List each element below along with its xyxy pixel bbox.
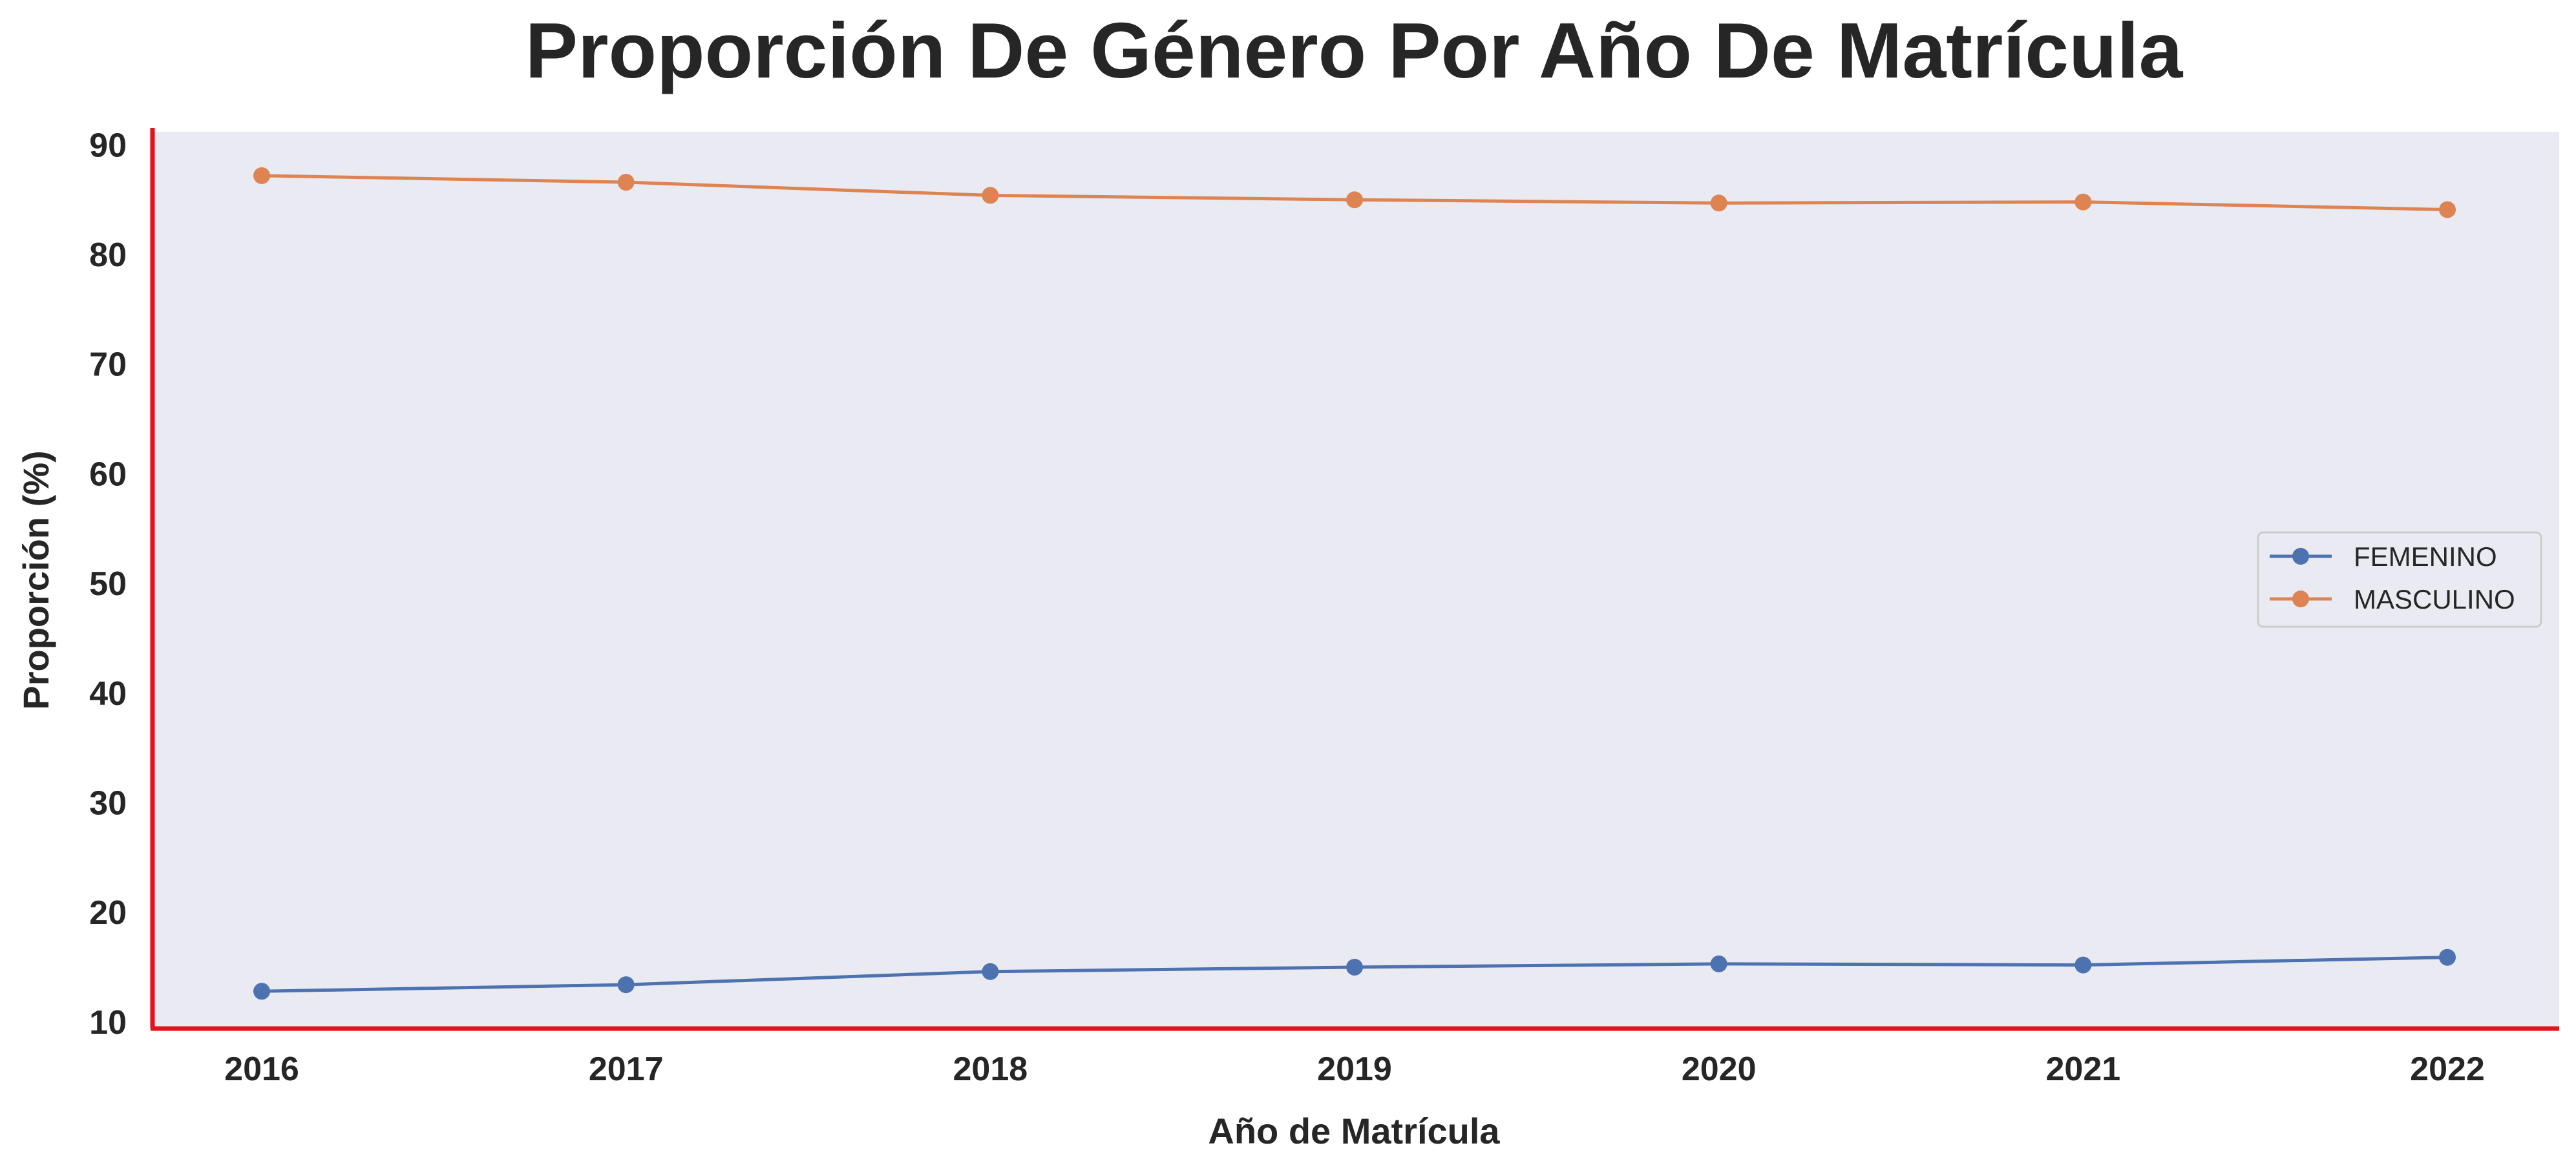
data-point — [2439, 948, 2456, 966]
x-axis-label: Año de Matrícula — [1208, 1111, 1500, 1151]
y-tick-label: 80 — [89, 236, 127, 274]
data-point — [1710, 194, 1727, 212]
data-point — [617, 976, 635, 994]
x-tick-label: 2018 — [953, 1051, 1028, 1088]
y-tick-label: 30 — [89, 784, 127, 822]
data-point — [617, 174, 635, 191]
data-point — [2075, 193, 2092, 211]
data-point — [2439, 201, 2456, 218]
chart-title: Proporción De Género Por Año De Matrícul… — [525, 6, 2184, 94]
x-tick-label: 2017 — [589, 1051, 664, 1088]
x-tick-label: 2019 — [1317, 1051, 1392, 1088]
data-point — [1710, 955, 1727, 972]
y-tick-label: 10 — [89, 1004, 127, 1041]
x-tick-label: 2016 — [224, 1051, 299, 1088]
x-tick-label: 2021 — [2045, 1051, 2120, 1088]
y-tick-label: 90 — [89, 127, 127, 164]
plot-area — [153, 132, 2559, 1029]
data-point — [2075, 956, 2092, 974]
x-tick-label: 2022 — [2410, 1051, 2485, 1088]
y-tick-label: 20 — [89, 894, 127, 932]
legend-label: FEMENINO — [2354, 541, 2497, 572]
y-axis-label: Proporción (%) — [16, 450, 56, 709]
legend: FEMENINO MASCULINO — [2257, 531, 2542, 628]
series-femenino — [253, 948, 2456, 1000]
legend-marker — [2292, 591, 2309, 607]
y-tick-label: 50 — [89, 565, 127, 603]
data-point — [253, 167, 270, 184]
y-tick-label: 40 — [89, 675, 127, 713]
data-point — [982, 963, 999, 980]
data-point — [1346, 191, 1363, 209]
legend-label: MASCULINO — [2354, 584, 2515, 614]
data-point — [1346, 958, 1363, 976]
y-tick-label: 60 — [89, 455, 127, 493]
series-masculino — [253, 167, 2456, 218]
y-tick-label: 70 — [89, 346, 127, 384]
legend-marker — [2292, 548, 2309, 565]
data-point — [982, 187, 999, 204]
data-point — [253, 983, 270, 1000]
x-tick-label: 2020 — [1682, 1051, 1757, 1088]
